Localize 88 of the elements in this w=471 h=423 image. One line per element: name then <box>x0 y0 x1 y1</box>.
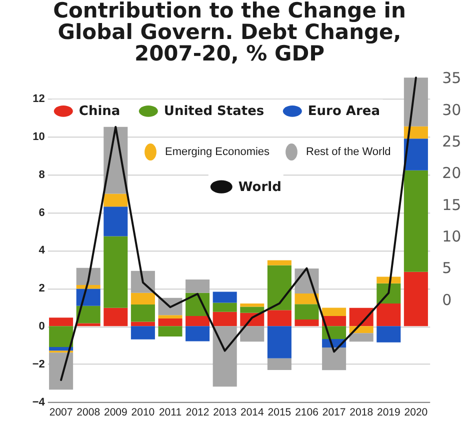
bar <box>404 170 428 272</box>
bar <box>76 288 100 306</box>
bar <box>240 304 264 307</box>
x-tick-label: 2013 <box>213 406 237 418</box>
y2-tick-label: 15 <box>442 196 462 214</box>
bar <box>104 206 128 236</box>
bar <box>212 292 237 303</box>
y-tick-label: 12 <box>32 92 45 105</box>
legend-label: United States <box>164 104 264 120</box>
bar <box>76 268 100 285</box>
bar <box>186 279 210 293</box>
y2-tick-label: 25 <box>442 132 462 150</box>
x-tick-label: 2011 <box>158 406 182 418</box>
legend-label: World <box>238 180 282 195</box>
bar <box>130 270 155 293</box>
bar <box>158 326 182 337</box>
y-tick-label: 0 <box>38 320 45 333</box>
bar <box>158 315 182 319</box>
bar <box>130 322 155 326</box>
bar <box>49 326 74 347</box>
bar <box>130 326 155 340</box>
y-tick-label: 8 <box>38 168 45 181</box>
x-tick-label: 2018 <box>350 406 374 418</box>
bar <box>294 319 319 326</box>
x-tick-label: 2010 <box>131 406 155 418</box>
bar <box>186 326 210 342</box>
bar <box>322 316 346 326</box>
bar <box>49 346 74 351</box>
bar <box>212 302 237 312</box>
bar <box>294 293 319 304</box>
line-series <box>60 76 417 381</box>
bar <box>130 304 155 322</box>
bar <box>322 348 346 370</box>
x-tick-label: 2009 <box>104 406 128 418</box>
y2-tick-label: 30 <box>442 100 462 119</box>
bar <box>294 304 319 320</box>
y-tick-label: 4 <box>38 244 46 257</box>
bar <box>404 78 428 126</box>
x-tick-label: 2007 <box>49 406 73 418</box>
y-tick-label: 2 <box>38 282 45 295</box>
bar <box>349 333 374 342</box>
bar <box>322 326 346 340</box>
legend-label: Emerging Economies <box>165 146 270 158</box>
bar <box>212 312 237 326</box>
x-tick-label: 2014 <box>240 406 264 418</box>
bar <box>158 318 182 326</box>
x-tick-label: 2020 <box>404 406 428 418</box>
x-tick-label: 2019 <box>376 406 400 418</box>
bar <box>376 326 401 342</box>
legend-label: Rest of the World <box>306 146 391 158</box>
bar <box>267 358 292 370</box>
bar <box>267 310 292 326</box>
bar <box>130 292 155 304</box>
x-tick-label: 2008 <box>76 406 100 418</box>
y-tick-label: −4 <box>32 396 46 408</box>
y2-tick-label: 10 <box>442 228 462 246</box>
y-tick-label: −2 <box>32 358 45 371</box>
bar <box>76 306 100 324</box>
bar <box>240 306 264 313</box>
bar <box>376 283 401 304</box>
y-tick-label: 10 <box>32 130 45 143</box>
bar <box>49 318 74 326</box>
x-tick-label: 2017 <box>322 406 346 418</box>
x-tick-label: 2015 <box>268 406 292 418</box>
bar <box>49 352 74 390</box>
legend-label: China <box>78 104 120 120</box>
bar <box>104 308 128 326</box>
bar <box>404 272 428 326</box>
bar <box>267 260 292 266</box>
y2-tick-label: 35 <box>442 69 462 88</box>
bar <box>267 326 292 358</box>
bar <box>376 304 401 326</box>
bar <box>212 326 237 387</box>
chart-title: Contribution to the Change in Global Govern. Debt Change, 2007-20, % GDP <box>53 0 406 66</box>
bar <box>240 326 264 342</box>
y-tick-label: 6 <box>38 206 45 219</box>
x-tick-label: 2106 <box>295 406 319 418</box>
bar <box>322 308 346 316</box>
x-tick-label: 2012 <box>186 406 210 418</box>
y2-tick-label: 5 <box>442 259 452 278</box>
bar <box>186 316 210 326</box>
bar <box>104 194 128 207</box>
y2-tick-label: 20 <box>442 164 462 182</box>
legend-label: Euro Area <box>308 104 380 120</box>
bar <box>104 236 128 308</box>
y2-tick-label: 0 <box>442 290 452 309</box>
bar <box>267 265 292 310</box>
bar <box>404 138 428 170</box>
